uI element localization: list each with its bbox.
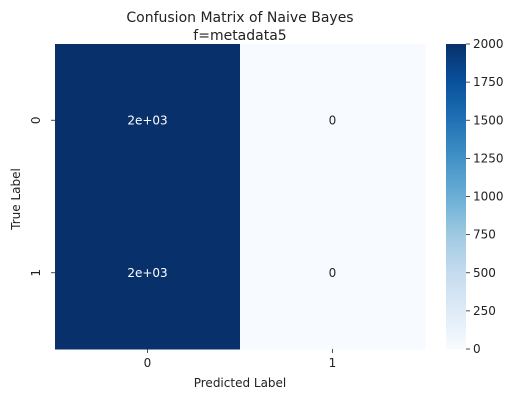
colorbar-gradient bbox=[446, 44, 466, 349]
cell-value-label: 0 bbox=[329, 113, 337, 127]
chart-subtitle: f=metadata5 bbox=[193, 28, 286, 44]
heatmap-cell bbox=[55, 196, 241, 350]
heatmap-cell bbox=[240, 44, 426, 197]
x-tick-label: 0 bbox=[144, 356, 152, 370]
colorbar-tick-label: 1500 bbox=[473, 113, 504, 127]
y-tick-label: 1 bbox=[29, 269, 43, 277]
heatmap-cell bbox=[240, 196, 426, 350]
colorbar-tick-label: 0 bbox=[473, 342, 481, 356]
colorbar-tick-label: 250 bbox=[473, 304, 496, 318]
colorbar: 0 250 500 750 1000 1250 1500 1750 2000 bbox=[446, 37, 504, 356]
x-tick-label: 1 bbox=[329, 356, 337, 370]
y-tick-label: 0 bbox=[29, 116, 43, 124]
heatmap-cell bbox=[55, 44, 241, 197]
cell-value-label: 2e+03 bbox=[127, 266, 167, 280]
colorbar-tick-label: 500 bbox=[473, 266, 496, 280]
cell-value-label: 0 bbox=[329, 266, 337, 280]
y-axis-ticks: 01 bbox=[29, 116, 55, 277]
chart-title: Confusion Matrix of Naive Bayes bbox=[126, 10, 353, 26]
cell-value-label: 2e+03 bbox=[127, 113, 167, 127]
heatmap-cells: 2e+03 0 2e+03 0 bbox=[55, 44, 426, 350]
colorbar-tick-label: 1750 bbox=[473, 75, 504, 89]
colorbar-tick-label: 1250 bbox=[473, 151, 504, 165]
colorbar-tick-label: 1000 bbox=[473, 190, 504, 204]
x-axis-label: Predicted Label bbox=[194, 376, 287, 390]
colorbar-tick-label: 750 bbox=[473, 228, 496, 242]
colorbar-tick-label: 2000 bbox=[473, 37, 504, 51]
y-axis-label: True Label bbox=[9, 168, 23, 231]
